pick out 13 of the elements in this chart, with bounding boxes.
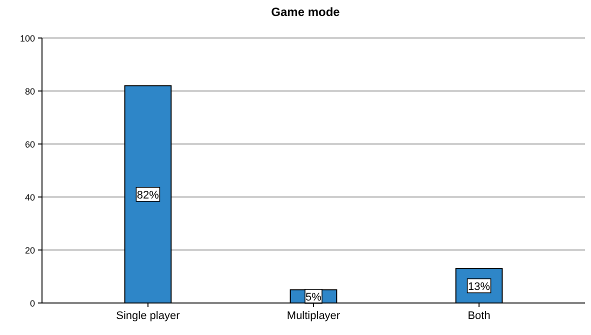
chart-title: Game mode [271, 5, 340, 19]
y-tick-label: 80 [24, 86, 35, 96]
y-tick-label: 0 [30, 298, 35, 308]
y-tick-label: 100 [20, 34, 35, 44]
x-tick-label: Multiplayer [286, 310, 340, 322]
y-tick-label: 20 [24, 246, 35, 256]
data-label: 82% [136, 189, 160, 202]
x-tick-label: Both [468, 310, 490, 322]
data-label: 13% [468, 280, 490, 293]
y-tick-label: 40 [24, 192, 35, 202]
y-tick-label: 60 [24, 140, 35, 150]
x-tick-label: Single player [116, 310, 180, 322]
data-label: 5% [306, 291, 322, 304]
